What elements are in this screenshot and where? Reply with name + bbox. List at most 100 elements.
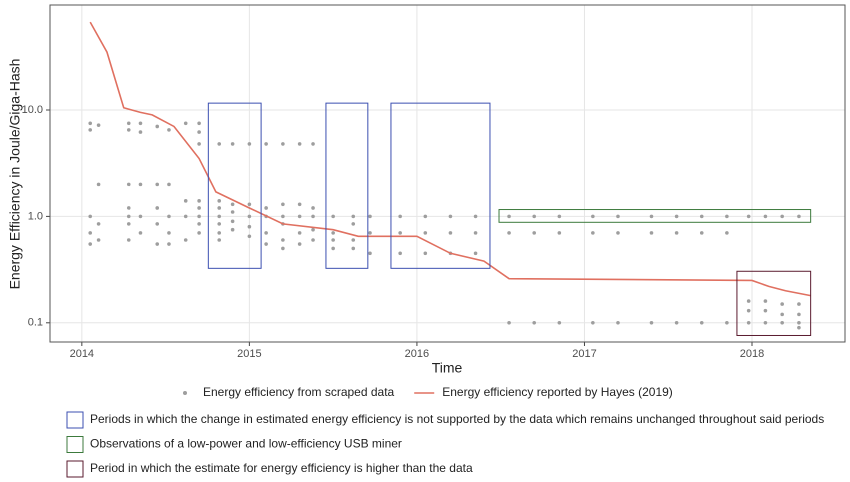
point xyxy=(699,320,704,325)
point xyxy=(281,214,285,219)
legend-label: Energy efficiency reported by Hayes (201… xyxy=(442,385,673,399)
point xyxy=(699,214,704,219)
point xyxy=(780,312,784,317)
point xyxy=(532,231,537,235)
legend-box xyxy=(66,411,84,429)
legend-box xyxy=(66,460,84,478)
point xyxy=(126,121,131,126)
point xyxy=(368,231,372,235)
point xyxy=(780,320,784,325)
y-axis-title: Energy Efficiency in Joule/Giga-Hash xyxy=(7,59,23,290)
point xyxy=(674,320,679,325)
point xyxy=(88,121,93,126)
point xyxy=(217,222,222,226)
point xyxy=(591,320,595,325)
point xyxy=(780,302,784,306)
point xyxy=(297,214,302,219)
point xyxy=(398,251,402,256)
point xyxy=(297,242,302,246)
point xyxy=(88,128,93,132)
point xyxy=(674,214,679,219)
point xyxy=(699,231,704,235)
point xyxy=(264,242,268,246)
point xyxy=(217,142,222,146)
legend-label: Energy efficiency from scraped data xyxy=(203,385,395,399)
point xyxy=(297,202,302,207)
point xyxy=(126,238,131,242)
highlight-box xyxy=(498,209,812,223)
point xyxy=(797,302,801,306)
point xyxy=(197,206,201,210)
point xyxy=(649,320,654,325)
y-tick-label: 0.1 xyxy=(28,317,43,329)
x-tick-label: 2015 xyxy=(237,348,261,360)
point xyxy=(763,299,768,303)
point xyxy=(155,124,160,129)
point xyxy=(448,214,453,219)
point xyxy=(725,214,729,219)
point xyxy=(167,214,171,219)
point xyxy=(311,214,315,219)
point xyxy=(217,206,222,210)
point xyxy=(674,231,679,235)
point xyxy=(398,231,402,235)
point xyxy=(797,325,801,330)
point xyxy=(138,130,143,134)
point xyxy=(532,320,537,325)
point xyxy=(297,231,302,235)
y-tick-label: 1.0 xyxy=(28,210,43,222)
point xyxy=(96,123,101,127)
point xyxy=(507,320,511,325)
point xyxy=(167,182,171,187)
point xyxy=(247,202,252,207)
point xyxy=(297,142,302,146)
point xyxy=(217,199,222,203)
point xyxy=(797,320,801,325)
point xyxy=(649,214,654,219)
point xyxy=(591,214,595,219)
point xyxy=(217,214,222,219)
point xyxy=(797,214,801,219)
y-tick-label: 10.0 xyxy=(22,104,43,116)
point xyxy=(763,214,768,219)
point xyxy=(264,206,268,210)
point xyxy=(183,238,188,242)
point xyxy=(746,299,751,303)
point xyxy=(88,214,93,219)
point xyxy=(197,121,201,126)
line xyxy=(89,21,811,297)
point xyxy=(368,251,372,256)
point xyxy=(473,214,478,219)
point xyxy=(331,214,335,219)
point xyxy=(281,142,285,146)
highlight-box xyxy=(325,102,369,269)
point xyxy=(126,222,131,226)
point xyxy=(155,206,160,210)
point xyxy=(725,231,729,235)
point xyxy=(155,222,160,226)
point xyxy=(368,214,372,219)
point xyxy=(197,142,201,146)
point xyxy=(351,238,356,242)
point xyxy=(331,246,335,251)
point xyxy=(126,182,131,187)
point xyxy=(398,214,402,219)
highlight-box xyxy=(736,270,812,336)
point xyxy=(217,238,222,242)
point xyxy=(230,227,235,232)
point xyxy=(616,231,620,235)
legend-label: Periods in which the change in estimated… xyxy=(90,412,824,426)
point xyxy=(473,251,478,256)
point xyxy=(126,128,131,132)
point xyxy=(557,231,562,235)
point xyxy=(616,320,620,325)
point xyxy=(230,202,235,207)
point xyxy=(138,231,143,235)
point xyxy=(311,238,315,242)
point xyxy=(247,234,252,239)
point xyxy=(557,214,562,219)
point xyxy=(473,231,478,235)
point xyxy=(331,231,335,235)
point xyxy=(230,210,235,214)
